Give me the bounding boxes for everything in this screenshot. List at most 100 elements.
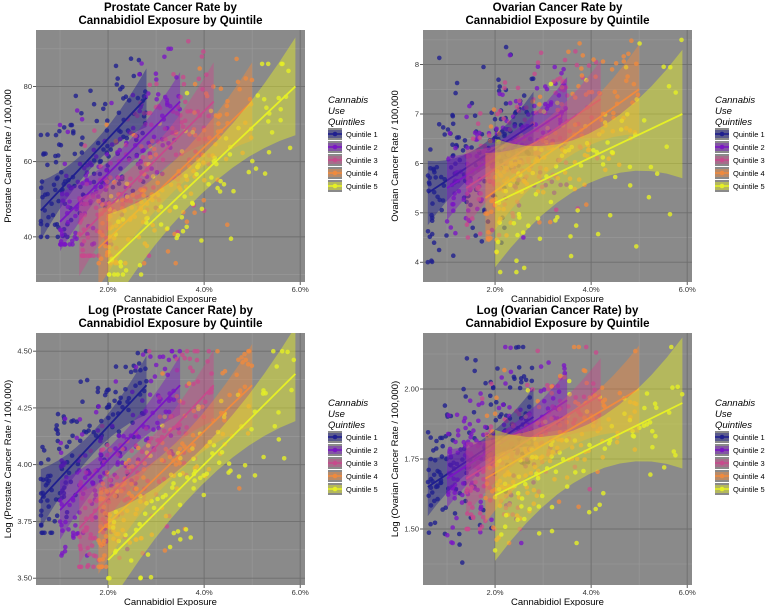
data-point (104, 184, 109, 189)
data-point (113, 379, 119, 384)
data-point (506, 540, 512, 546)
data-point (147, 82, 153, 88)
data-point (206, 153, 212, 158)
data-point (513, 98, 519, 104)
data-point (461, 386, 466, 392)
data-point (602, 446, 608, 451)
data-point (466, 208, 471, 213)
data-point (141, 494, 147, 499)
data-point (584, 77, 589, 83)
data-point (513, 185, 518, 190)
data-point (190, 368, 195, 374)
data-point (510, 148, 516, 153)
data-point (455, 433, 461, 438)
data-point (537, 94, 543, 100)
data-point (107, 447, 113, 453)
data-point (667, 212, 673, 217)
data-point (59, 502, 64, 507)
data-point (142, 511, 148, 517)
data-point (448, 225, 454, 230)
data-point (532, 146, 538, 151)
data-point (59, 522, 64, 528)
data-point (141, 193, 146, 198)
data-point (493, 202, 498, 208)
data-point (117, 147, 122, 153)
data-point (579, 133, 585, 139)
data-point (502, 481, 508, 487)
regression-line (427, 123, 534, 194)
data-point (243, 120, 248, 126)
data-point (464, 450, 470, 455)
data-point (79, 216, 84, 221)
data-point (103, 201, 109, 207)
data-point (181, 209, 186, 215)
data-point (491, 107, 497, 112)
data-point (88, 448, 93, 454)
y-tick-label: 60 (24, 157, 32, 166)
data-point (56, 142, 62, 147)
data-point (151, 505, 157, 511)
y-tick-label: 1.50 (404, 525, 419, 534)
data-point (460, 457, 465, 462)
data-point (601, 490, 606, 496)
data-point (80, 181, 85, 186)
data-point (219, 450, 225, 455)
data-point (524, 181, 530, 187)
data-point (494, 462, 500, 468)
data-point (502, 417, 508, 422)
data-point (113, 63, 119, 69)
data-point (506, 472, 512, 477)
data-point (120, 201, 125, 207)
data-point (166, 141, 171, 146)
data-point (93, 515, 98, 520)
data-point (100, 529, 106, 535)
data-point (517, 98, 522, 103)
data-point (237, 86, 242, 92)
data-point (475, 147, 481, 153)
data-point (436, 247, 442, 253)
data-point (55, 411, 61, 417)
data-point (110, 412, 116, 417)
data-point (133, 364, 139, 370)
data-point (484, 413, 490, 419)
data-point (569, 144, 574, 150)
data-point (183, 173, 189, 179)
data-point (151, 427, 156, 432)
data-point (72, 234, 78, 240)
data-point (216, 114, 221, 120)
data-point (167, 454, 173, 460)
data-point (218, 86, 224, 91)
data-point (90, 242, 95, 247)
data-point (39, 523, 44, 528)
data-point (106, 415, 111, 421)
legend-key-point (332, 473, 338, 479)
data-point (527, 395, 533, 400)
data-point (193, 414, 198, 419)
data-point (644, 391, 650, 396)
data-point (502, 524, 508, 529)
data-point (111, 519, 117, 525)
data-point (613, 61, 619, 66)
data-point (104, 179, 110, 185)
data-point (503, 513, 509, 518)
data-point (228, 236, 234, 241)
data-point (532, 71, 537, 77)
data-point (118, 166, 123, 171)
data-point (508, 345, 513, 351)
data-point (82, 253, 87, 258)
data-point (593, 350, 599, 355)
data-point (170, 130, 175, 136)
data-point (502, 80, 508, 85)
data-point (228, 468, 233, 473)
data-point (105, 118, 110, 123)
data-point (425, 430, 431, 435)
data-point (586, 90, 592, 95)
data-point (75, 179, 81, 185)
data-point (81, 238, 87, 244)
data-point (274, 364, 280, 369)
data-point (79, 142, 84, 147)
data-point (143, 122, 148, 127)
data-point (107, 512, 113, 518)
data-point (518, 416, 524, 421)
data-point (441, 183, 447, 188)
